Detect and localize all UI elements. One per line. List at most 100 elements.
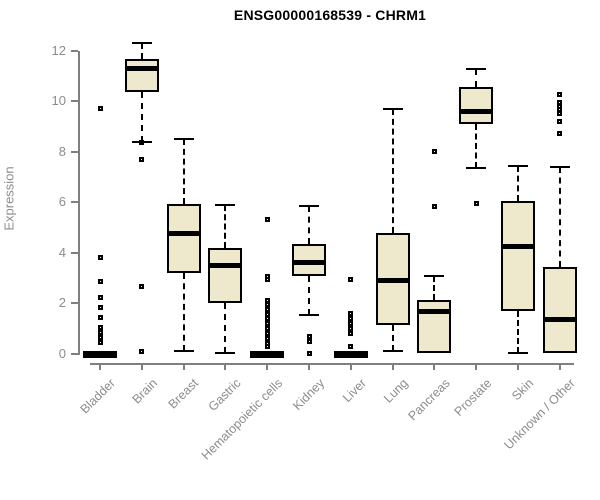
median-line xyxy=(208,262,243,268)
iqr-box xyxy=(542,266,577,353)
zero-box xyxy=(83,350,117,358)
y-axis-tick-label: 4 xyxy=(58,244,66,260)
y-axis-tick-label: 12 xyxy=(51,42,66,58)
outlier-point xyxy=(139,156,145,162)
lower-whisker-line xyxy=(224,303,227,353)
y-axis-tick xyxy=(71,49,78,52)
upper-whisker-line xyxy=(308,206,310,244)
iqr-box xyxy=(501,200,535,311)
outlier-point xyxy=(97,340,103,346)
outlier-point xyxy=(557,92,563,98)
x-axis-tick xyxy=(224,363,227,370)
x-axis-tick xyxy=(140,363,143,370)
outlier-point xyxy=(348,311,354,317)
x-axis-category-label: Hematopoietic cells xyxy=(198,376,286,463)
iqr-box xyxy=(166,203,201,274)
upper-whisker-line xyxy=(517,165,519,201)
outlier-point xyxy=(264,302,270,308)
iqr-box xyxy=(124,59,159,93)
outlier-point xyxy=(348,276,354,282)
upper-whisker-line xyxy=(182,139,185,204)
y-axis-tick-label: 8 xyxy=(58,143,66,159)
outlier-point xyxy=(139,284,145,290)
outlier-point xyxy=(97,255,103,261)
x-axis-tick xyxy=(517,363,519,370)
upper-whisker-line xyxy=(391,108,394,233)
chart-title: ENSG00000168539 - CHRM1 xyxy=(233,7,427,23)
upper-whisker-cap xyxy=(382,107,403,110)
outlier-point xyxy=(348,331,354,337)
upper-whisker-cap xyxy=(299,205,319,208)
zero-box xyxy=(250,350,285,358)
x-axis-line xyxy=(90,363,574,365)
y-axis-tick-label: 0 xyxy=(58,346,66,361)
x-axis-tick xyxy=(182,363,185,370)
lower-whisker-cap xyxy=(382,350,403,353)
outlier-point xyxy=(557,111,563,117)
lower-whisker-cap xyxy=(508,351,528,354)
outlier-point xyxy=(348,316,354,322)
outlier-point xyxy=(348,326,354,332)
median-line xyxy=(292,260,326,266)
outlier-point xyxy=(97,314,103,320)
lower-whisker-line xyxy=(391,324,394,352)
x-axis-category-label: Pancreas xyxy=(405,376,453,424)
lower-whisker-line xyxy=(517,311,519,353)
median-line xyxy=(375,278,410,284)
iqr-box xyxy=(292,243,326,276)
lower-whisker-cap xyxy=(466,167,487,170)
median-line xyxy=(501,244,535,250)
x-axis-category-label: Skin xyxy=(508,376,536,404)
x-axis-tick xyxy=(266,363,269,370)
iqr-box xyxy=(459,87,494,124)
y-axis-tick xyxy=(71,251,78,254)
upper-whisker-line xyxy=(558,166,561,267)
lower-whisker-cap xyxy=(173,350,194,353)
x-axis-category-label: Lung xyxy=(380,376,411,406)
upper-whisker-cap xyxy=(173,138,194,141)
upper-whisker-cap xyxy=(508,164,528,167)
x-axis-tick xyxy=(349,363,352,370)
x-axis-category-label: Brain xyxy=(129,376,160,407)
outlier-point xyxy=(97,279,103,285)
y-axis-tick xyxy=(71,100,78,103)
outlier-point xyxy=(306,350,312,356)
x-axis-category-label: Liver xyxy=(339,376,369,406)
upper-whisker-cap xyxy=(215,203,236,206)
x-axis-tick xyxy=(558,363,561,370)
median-line xyxy=(417,308,452,314)
outlier-point xyxy=(97,304,103,310)
outlier-point xyxy=(139,348,145,354)
x-axis-category-label: Breast xyxy=(166,376,202,412)
y-axis-label: Expression xyxy=(1,166,17,231)
y-axis-tick xyxy=(71,302,78,305)
x-axis-tick xyxy=(475,363,478,370)
outlier-point xyxy=(264,276,270,282)
upper-whisker-cap xyxy=(424,274,445,277)
y-axis-tick xyxy=(71,201,78,204)
outlier-point xyxy=(473,201,479,207)
outlier-point xyxy=(306,338,312,344)
outlier-point xyxy=(557,131,563,137)
iqr-box xyxy=(417,299,452,353)
outlier-point xyxy=(306,333,312,339)
y-axis-line xyxy=(78,50,80,355)
outlier-point xyxy=(264,217,270,223)
x-axis-category-label: Unknown / Other xyxy=(501,376,578,453)
iqr-box xyxy=(208,247,243,304)
upper-whisker-cap xyxy=(131,41,152,44)
outlier-point xyxy=(264,343,270,349)
median-line xyxy=(459,108,494,114)
median-line xyxy=(166,231,201,237)
outlier-point xyxy=(264,307,270,313)
outlier-point xyxy=(97,106,103,112)
lower-whisker-cap xyxy=(215,351,236,354)
x-axis-tick xyxy=(433,363,436,370)
outlier-point xyxy=(97,324,103,330)
median-line xyxy=(124,65,159,71)
x-axis-category-label: Kidney xyxy=(289,376,327,413)
y-axis-tick xyxy=(71,353,78,355)
upper-whisker-line xyxy=(140,42,143,60)
x-axis-tick xyxy=(99,363,101,370)
